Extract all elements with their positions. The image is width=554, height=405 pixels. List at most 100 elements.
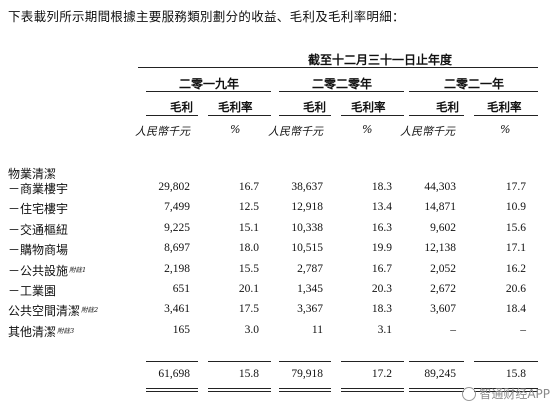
year-2020-underline: [279, 91, 404, 92]
table-cell: 3.1: [377, 323, 392, 336]
table-cell: 2,672: [430, 283, 456, 295]
row-label-text: －公共設施: [8, 263, 69, 278]
row-label-text: －商業樓宇: [8, 182, 69, 196]
total-cell: 89,245: [424, 368, 456, 380]
table-cell: 18.0: [238, 242, 259, 255]
row-label: －交通樞紐: [8, 221, 68, 238]
period-underline: [138, 67, 538, 68]
table-cell: –: [520, 323, 526, 336]
total-double-rule: [279, 388, 331, 389]
col-gross-profit-2019: 毛利: [170, 100, 193, 114]
table-cell: 15.5: [238, 262, 259, 275]
row-label-text: 其他清潔: [8, 324, 57, 339]
row-label-text: 公共空間清潔: [8, 304, 81, 319]
head-underline: [341, 115, 404, 116]
unit-rmb-2020: 人民幣千元: [268, 125, 323, 138]
table-cell: 11: [311, 323, 323, 336]
unit-pct-2021: %: [500, 123, 511, 136]
table-cell: 15.1: [238, 221, 259, 234]
table-cell: 16.7: [238, 181, 259, 193]
total-rule: [341, 361, 404, 362]
table-cell: –: [450, 323, 456, 336]
row-label: 其他清潔附註3: [8, 323, 74, 340]
total-rule: [409, 361, 464, 362]
table-cell: 38,637: [291, 181, 323, 193]
head-underline: [474, 115, 538, 116]
table-cell: 2,052: [430, 262, 456, 275]
intro-text: 下表載列所示期間根據主要服務類別劃分的收益、毛利及毛利率明細：: [8, 9, 405, 24]
table-cell: 10,515: [291, 242, 323, 255]
table-cell: 3.0: [244, 323, 259, 336]
table-cell: 17.7: [505, 181, 526, 193]
unit-pct-2019: %: [230, 123, 241, 136]
total-double-rule: [279, 391, 331, 392]
table-cell: 17.1: [505, 242, 526, 255]
year-2021: 二零二一年: [443, 77, 504, 91]
watermark-logo-icon: [462, 386, 477, 401]
table-cell: 2,198: [164, 262, 190, 275]
table-cell: 12.5: [238, 201, 259, 214]
head-underline: [279, 115, 331, 116]
table-cell: 18.4: [505, 303, 526, 316]
col-gross-margin-2020: 毛利率: [351, 100, 386, 114]
table-cell: 9,602: [430, 221, 456, 234]
footnote-ref: 附註2: [81, 306, 99, 315]
col-gross-margin-2021: 毛利率: [487, 100, 522, 114]
period-header: 截至十二月三十一日止年度: [307, 53, 452, 67]
head-underline: [208, 115, 271, 116]
total-cell: 79,918: [291, 368, 323, 380]
table-cell: 165: [172, 323, 190, 336]
total-cell: 15.8: [238, 368, 259, 380]
watermark-text: 智通财经APP: [479, 387, 550, 401]
total-rule: [146, 361, 198, 362]
unit-rmb-2021: 人民幣千元: [400, 125, 455, 138]
row-label: －公共設施附註1: [8, 262, 86, 279]
table-cell: 15.6: [505, 221, 526, 234]
row-label-text: －購物商場: [8, 243, 69, 258]
table-cell: 18.3: [371, 303, 392, 316]
total-rule: [208, 361, 271, 362]
table-cell: 16.7: [371, 262, 392, 275]
row-label-text: －住宅樓宇: [8, 202, 69, 217]
table-cell: 16.2: [505, 262, 526, 275]
table-cell: 3,607: [430, 303, 456, 316]
row-label: 公共空間清潔附註2: [8, 302, 98, 319]
total-double-rule: [409, 388, 464, 389]
col-gross-margin-2019: 毛利率: [218, 100, 253, 114]
table-cell: 1,345: [297, 283, 323, 295]
col-gross-profit-2021: 毛利: [436, 100, 459, 114]
table-cell: 10.9: [505, 201, 526, 214]
total-double-rule: [146, 388, 198, 389]
row-label-text: －交通樞紐: [8, 222, 69, 237]
total-double-rule: [208, 388, 271, 389]
total-double-rule: [146, 391, 198, 392]
total-double-rule: [208, 391, 271, 392]
row-label-text: －工業園: [8, 284, 57, 298]
table-cell: 29,802: [158, 181, 190, 193]
footnote-ref: 附註3: [57, 326, 75, 335]
total-rule: [474, 361, 538, 362]
table-cell: 20.1: [238, 283, 259, 295]
table-cell: 651: [172, 283, 190, 295]
table-cell: 18.3: [371, 181, 392, 193]
watermark: 智通财经APP: [462, 385, 550, 402]
row-label: －商業樓宇: [8, 180, 68, 197]
year-2019: 二零一九年: [178, 77, 239, 91]
total-double-rule: [409, 391, 464, 392]
total-double-rule: [474, 388, 538, 389]
year-2020: 二零二零年: [311, 77, 372, 91]
unit-rmb-2019: 人民幣千元: [135, 125, 190, 138]
table-cell: 2,787: [297, 262, 323, 275]
table-cell: 17.5: [238, 303, 259, 316]
table-cell: 7,499: [164, 201, 190, 214]
total-cell: 15.8: [505, 368, 526, 380]
total-cell: 17.2: [371, 368, 392, 380]
footnote-ref: 附註1: [69, 265, 87, 274]
unit-pct-2020: %: [362, 123, 373, 136]
row-label: －購物商場: [8, 241, 68, 258]
total-double-rule: [341, 388, 404, 389]
year-2021-underline: [409, 91, 538, 92]
row-label: －住宅樓宇: [8, 200, 68, 217]
table-cell: 3,367: [297, 303, 323, 316]
table-cell: 14,871: [424, 201, 456, 214]
